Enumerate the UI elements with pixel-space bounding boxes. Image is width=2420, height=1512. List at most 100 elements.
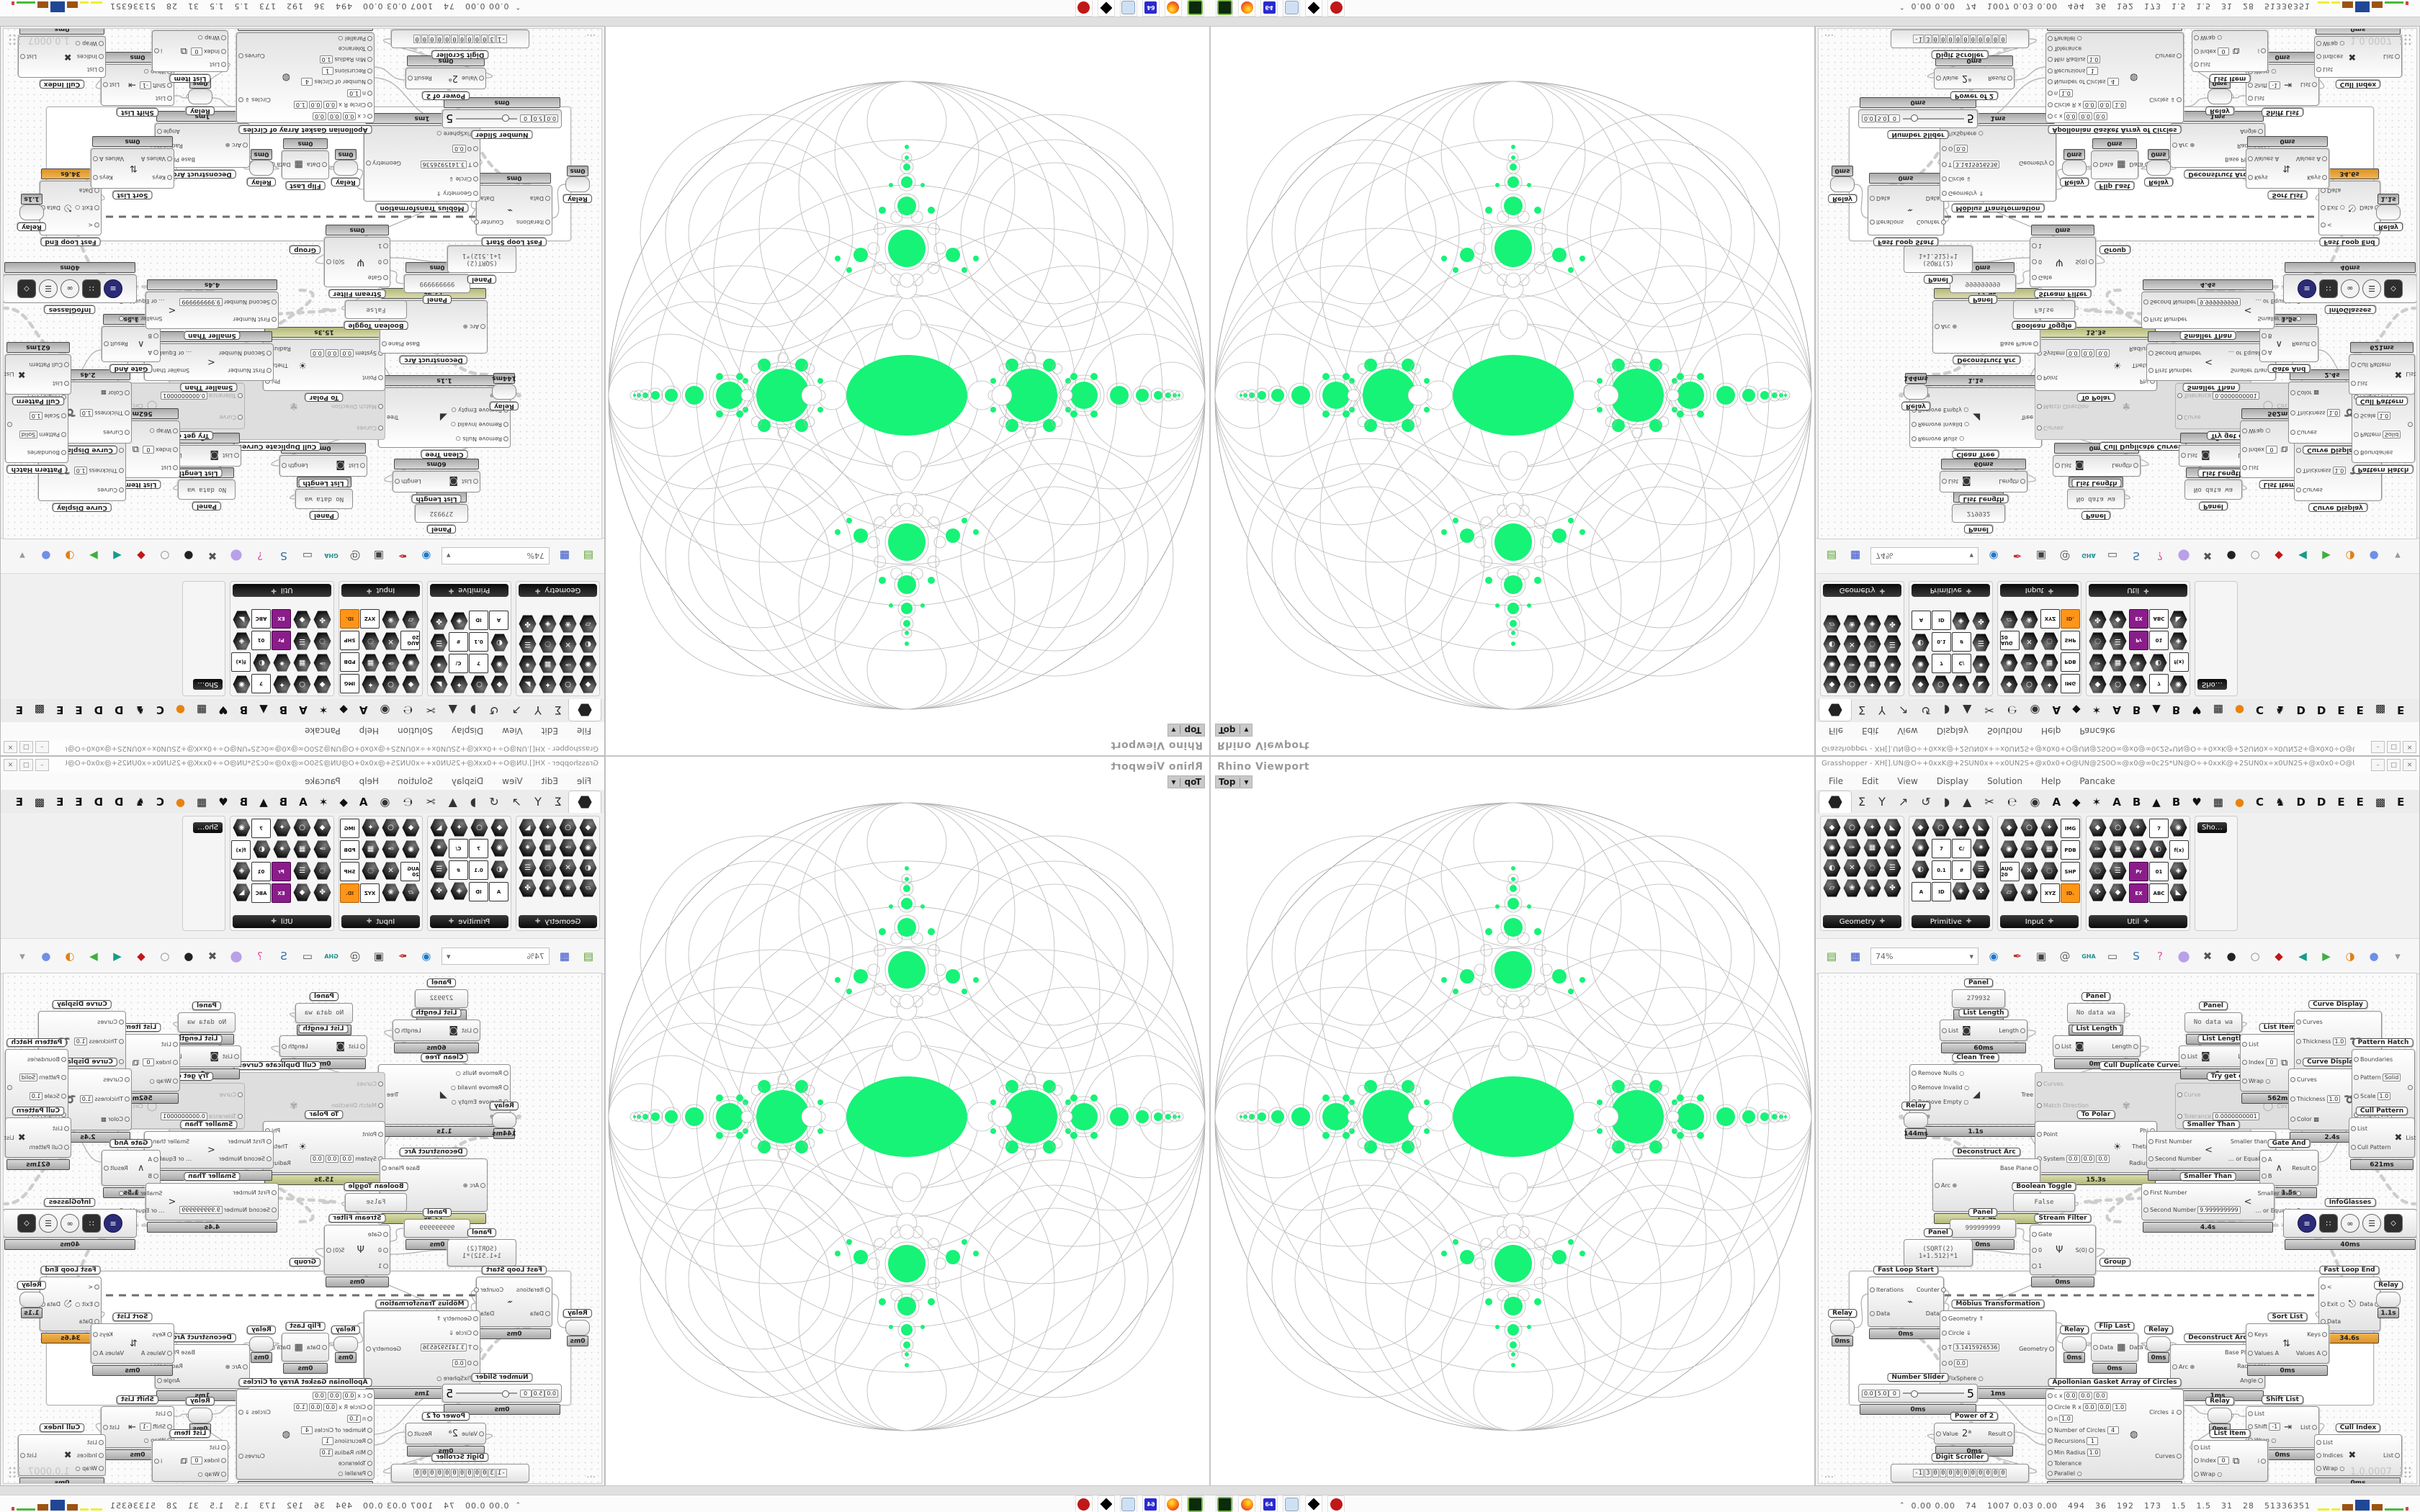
cluster-icon[interactable]: ✖ xyxy=(207,950,218,963)
ribbon-chip-img[interactable]: IMG xyxy=(340,674,359,693)
port-value[interactable]: 4 xyxy=(2107,1426,2119,1434)
output-port[interactable]: Curves xyxy=(238,1453,265,1459)
component-icon[interactable]: ✷ xyxy=(2129,654,2147,672)
node-to-polar[interactable]: To Polar Point System 0.0 0.0 0.0 ☀ Phi Theta Rad… xyxy=(263,1110,385,1185)
digit[interactable]: 3 xyxy=(1924,1469,1932,1477)
input-port[interactable]: Curves xyxy=(357,425,383,431)
digit[interactable]: 0 xyxy=(451,35,458,43)
component-icon[interactable]: ◈ xyxy=(1952,612,1970,630)
tab-plugin[interactable]: D xyxy=(2316,703,2326,716)
input-port[interactable]: Tolerance xyxy=(339,45,372,52)
component-icon[interactable]: ✦ xyxy=(450,819,468,837)
component-icon[interactable]: ◈ xyxy=(450,612,468,630)
input-port[interactable]: Remove Nulls ○ xyxy=(1912,436,1964,443)
input-port[interactable]: List xyxy=(2316,1439,2333,1446)
component-icon[interactable]: ✦ xyxy=(1952,675,1970,693)
node-body[interactable]: Value 2ᵃ Result xyxy=(405,68,486,89)
input-port[interactable]: A xyxy=(2262,1156,2272,1163)
tab-params[interactable] xyxy=(568,699,601,721)
node-body[interactable]: List◙Length xyxy=(1940,1020,2027,1041)
component-icon[interactable]: ○ xyxy=(470,819,488,837)
slider-value[interactable]: 0 xyxy=(519,114,532,123)
digit[interactable]: 0 xyxy=(1947,35,1954,43)
node-body[interactable]: < Exit ○ Data ⎋ Data xyxy=(40,181,102,235)
input-port[interactable]: Values A xyxy=(2248,156,2279,163)
tab-category-icon[interactable]: Y xyxy=(1878,703,1886,717)
input-port[interactable]: Curves xyxy=(2290,1076,2317,1083)
component-icon[interactable]: ◌ xyxy=(539,859,557,877)
port-value[interactable]: 0.0 xyxy=(452,1359,466,1368)
output-port[interactable]: Values A xyxy=(2296,156,2327,163)
input-port[interactable]: Tolerance xyxy=(339,1460,372,1467)
output-port[interactable]: Smaller than xyxy=(2258,316,2301,323)
component-icon[interactable]: ◆ xyxy=(579,819,597,837)
node-panel[interactable]: Panel2799320ms xyxy=(415,978,468,1020)
ribbon-chip--[interactable]: # xyxy=(449,860,468,880)
node-power-of-2[interactable]: Power of 2 Value 2ᵃ Result 0ms xyxy=(405,55,486,100)
input-port[interactable]: Index 0 xyxy=(2242,445,2278,454)
component-icon[interactable]: ☰ xyxy=(293,862,311,880)
input-port[interactable]: Match Direction xyxy=(2037,1102,2089,1109)
component-icon[interactable]: ✕ xyxy=(2020,862,2038,880)
output-port[interactable]: List xyxy=(20,54,37,60)
component-icon[interactable]: ◉ xyxy=(233,819,251,837)
sphere-dark-icon[interactable]: ● xyxy=(184,950,194,963)
component-icon[interactable]: ◆ xyxy=(490,675,508,693)
component-icon[interactable]: ✷ xyxy=(1883,655,1901,673)
digit[interactable]: 0 xyxy=(1999,35,2007,43)
port-value[interactable]: 3.1415926536 xyxy=(420,1344,467,1352)
input-port[interactable]: T 3.1415926536 xyxy=(1942,1344,2000,1352)
slider-value[interactable]: 0.0 xyxy=(544,114,558,123)
port-value[interactable]: Solid xyxy=(2382,431,2401,439)
component-icon[interactable]: ○ xyxy=(559,675,577,693)
input-port[interactable]: Thickness 1.0 xyxy=(2296,466,2347,474)
ribbon-chip-ex[interactable]: EX xyxy=(2129,883,2148,903)
relay-body[interactable] xyxy=(249,160,274,176)
component-icon[interactable]: ❀ xyxy=(382,611,400,629)
node-number-slider[interactable]: Number Slider 0.0 5.0 0 5 0ms xyxy=(1858,97,1978,139)
menu-item-solution[interactable]: Solution xyxy=(398,776,433,786)
open-file-icon[interactable]: ▤ xyxy=(1826,950,1837,963)
slider-value[interactable]: 0 xyxy=(519,1389,532,1398)
tab-plugin[interactable]: ▦ xyxy=(2213,796,2223,809)
node-panel[interactable]: Panel (SQRT(2) 1+1.512)*1 xyxy=(447,246,516,284)
component-icon[interactable]: ▦ xyxy=(293,840,311,858)
output-port[interactable]: S(0) xyxy=(326,1247,344,1254)
component-icon[interactable]: ◈ xyxy=(233,632,251,650)
tab-plugin[interactable]: ▩ xyxy=(2375,796,2386,809)
close-button[interactable]: ✕ xyxy=(4,759,17,771)
canvas-nav-dots[interactable] xyxy=(2399,35,2411,46)
port-value[interactable]: 0.0 xyxy=(452,144,466,153)
node-body[interactable]: Point System 0.0 0.0 0.0 ☀ Phi Theta Radius xyxy=(263,339,385,391)
input-port[interactable]: Keys xyxy=(152,175,172,181)
gha-icon[interactable]: GHA xyxy=(2081,552,2096,559)
tab-category-icon[interactable]: ◉ xyxy=(380,703,390,717)
input-port[interactable]: Iterations xyxy=(516,1287,550,1293)
pin-teal-icon[interactable]: ◀ xyxy=(113,549,122,562)
output-port[interactable]: Result xyxy=(1988,76,2012,82)
input-port[interactable]: Arc ⊕ xyxy=(225,1364,248,1370)
component-icon[interactable]: ◉ xyxy=(490,839,508,857)
close-button[interactable]: ✕ xyxy=(4,741,17,753)
port-value[interactable]: 0.0000000001 xyxy=(2213,392,2259,400)
node-relay[interactable]: Relay 1.1s xyxy=(2374,1281,2403,1318)
tab-plugin[interactable]: ▲ xyxy=(2152,703,2161,716)
component-icon[interactable]: ✕ xyxy=(2020,632,2038,650)
output-port[interactable]: Geometry xyxy=(366,1346,401,1352)
output-port[interactable]: Curves xyxy=(238,53,265,59)
slider-value[interactable]: 0 xyxy=(1888,1389,1901,1398)
input-port[interactable]: T 3.1415926536 xyxy=(420,160,478,168)
output-port[interactable]: List xyxy=(20,1452,37,1459)
tab-category-icon[interactable]: Σ xyxy=(554,795,562,809)
input-port[interactable]: List xyxy=(1942,479,1958,485)
node-body[interactable]: No data wa xyxy=(295,489,353,509)
pink-box-icon[interactable]: ? xyxy=(257,549,263,562)
input-port[interactable]: 0 xyxy=(378,259,388,266)
node-cull-pattern[interactable]: Cull Pattern List Cull Pattern ✖ List 621ms xyxy=(4,1107,71,1170)
component-icon[interactable]: ☰ xyxy=(519,635,537,653)
node-power-of-2[interactable]: Power of 2 Value 2ᵃ Result 0ms xyxy=(1934,1412,2015,1457)
